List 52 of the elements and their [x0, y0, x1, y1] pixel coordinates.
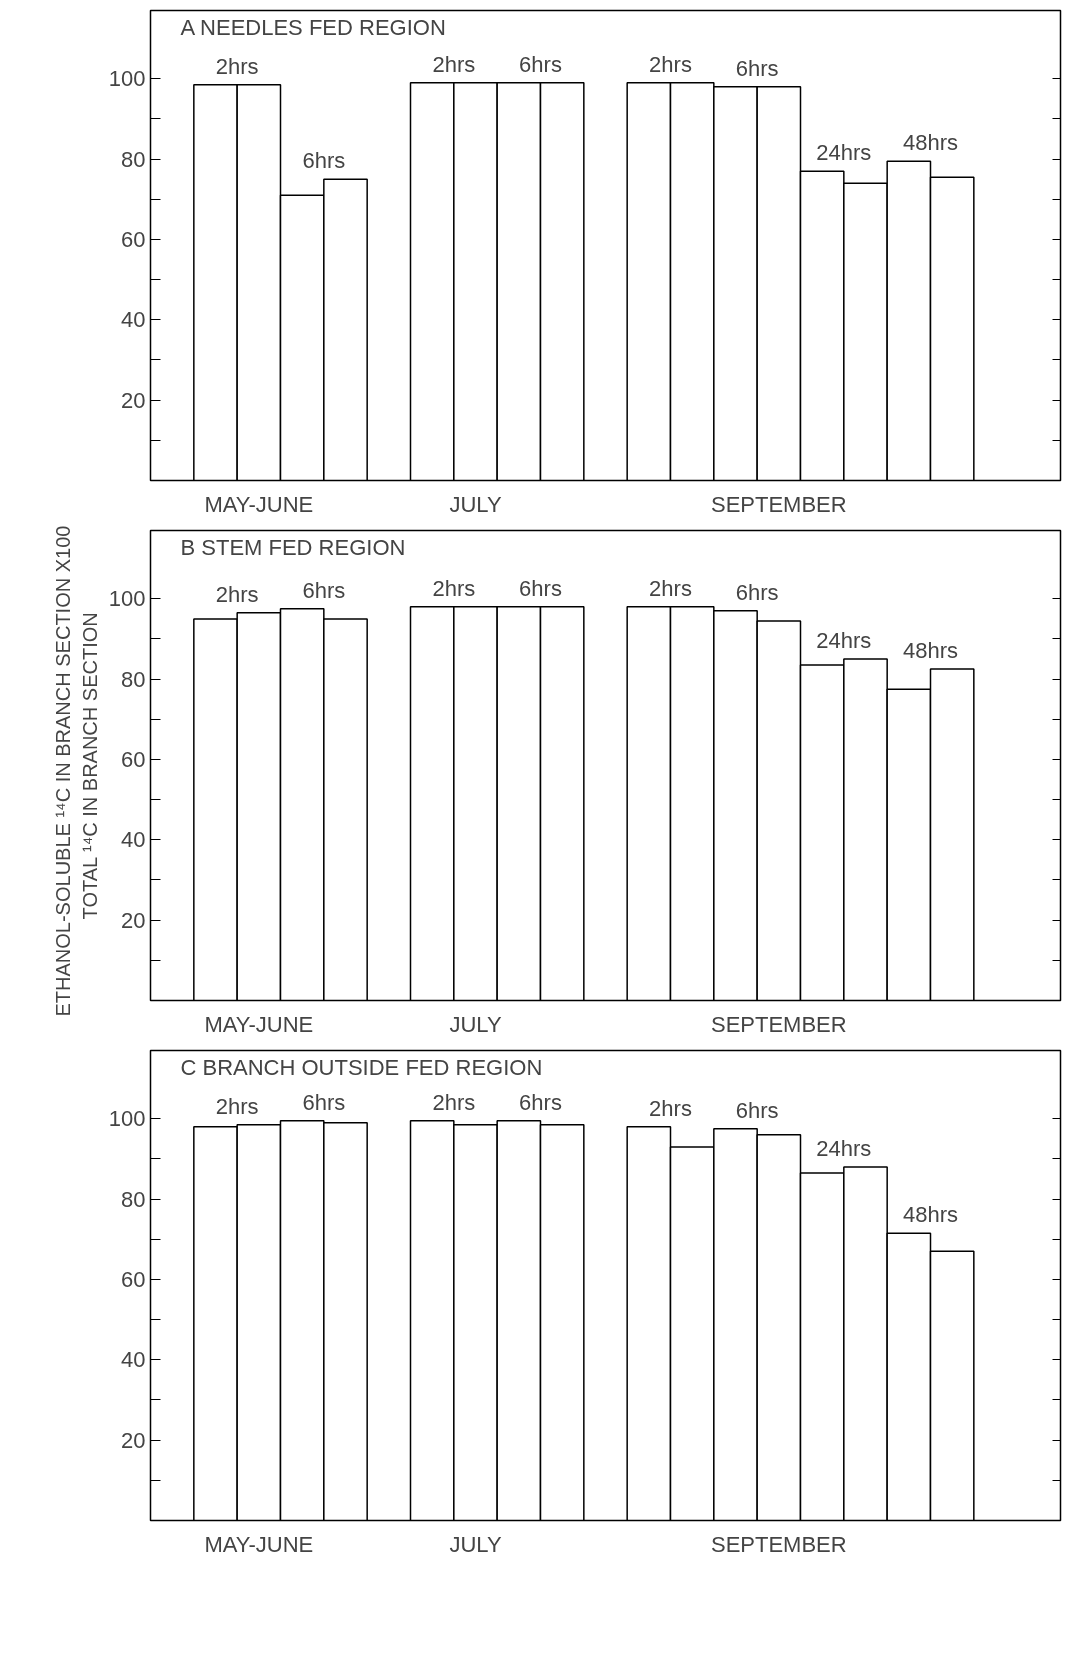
y-tick-label: 60	[121, 1266, 146, 1292]
y-tick-label: 80	[121, 666, 146, 692]
annotation: 6hrs	[735, 55, 779, 81]
x-tick-label: MAY-JUNE	[204, 1011, 314, 1037]
annotation: 2hrs	[649, 1095, 692, 1121]
y-tick-label: 60	[121, 746, 146, 772]
x-tick-label: MAY-JUNE	[204, 1531, 314, 1557]
chart-title: A NEEDLES FED REGION	[180, 14, 446, 40]
annotation: 24hrs	[816, 628, 872, 654]
annotation: 2hrs	[649, 575, 692, 601]
y-tick-label: 20	[121, 1427, 146, 1453]
y-tick-label: 40	[121, 1347, 146, 1373]
y-axis-title: ETHANOL-SOLUBLE ¹⁴C IN BRANCH SECTION X100 TOTAL ¹⁴C IN BRANCH SECTION	[52, 525, 101, 1017]
chart-title: C BRANCH OUTSIDE FED REGION	[180, 1054, 543, 1080]
annotation: 2hrs	[432, 575, 476, 601]
y-tick-label: 100	[108, 1106, 146, 1132]
annotation: 6hrs	[302, 148, 346, 174]
annotation: 6hrs	[302, 1089, 346, 1115]
annotation: 48hrs	[902, 130, 959, 156]
annotation: 24hrs	[816, 140, 872, 166]
y-tick-label: 80	[121, 1186, 146, 1212]
x-tick-label: SEPTEMBER	[710, 491, 847, 517]
annotation: 6hrs	[519, 51, 562, 77]
annotation: 2hrs	[432, 51, 476, 77]
y-tick-label: 40	[121, 307, 146, 333]
y-tick-label: 20	[121, 907, 146, 933]
y-tick-label: 40	[121, 827, 146, 853]
x-tick-label: MAY-JUNE	[204, 491, 314, 517]
annotation: 48hrs	[902, 638, 959, 664]
x-tick-label: JULY	[449, 1531, 502, 1557]
x-tick-label: JULY	[449, 491, 502, 517]
annotation: 6hrs	[735, 579, 779, 605]
x-tick-label: JULY	[449, 1011, 502, 1037]
x-tick-label: SEPTEMBER	[710, 1531, 847, 1557]
annotation: 6hrs	[302, 577, 346, 603]
annotation: 6hrs	[519, 575, 562, 601]
annotation: 2hrs	[215, 581, 259, 607]
y-tick-label: 100	[108, 586, 146, 612]
annotation: 6hrs	[519, 1089, 562, 1115]
annotation: 2hrs	[649, 51, 692, 77]
x-tick-label: SEPTEMBER	[710, 1011, 847, 1037]
annotation: 2hrs	[432, 1089, 476, 1115]
annotation: 48hrs	[902, 1202, 959, 1228]
chart-title: B STEM FED REGION	[180, 534, 406, 560]
y-tick-label: 20	[121, 387, 146, 413]
y-tick-label: 100	[108, 66, 146, 92]
y-tick-label: 60	[121, 226, 146, 252]
annotation: 2hrs	[215, 1093, 259, 1119]
annotation: 2hrs	[215, 53, 259, 79]
annotation: 6hrs	[735, 1097, 779, 1123]
annotation: 24hrs	[816, 1136, 872, 1161]
y-tick-label: 80	[121, 146, 146, 172]
